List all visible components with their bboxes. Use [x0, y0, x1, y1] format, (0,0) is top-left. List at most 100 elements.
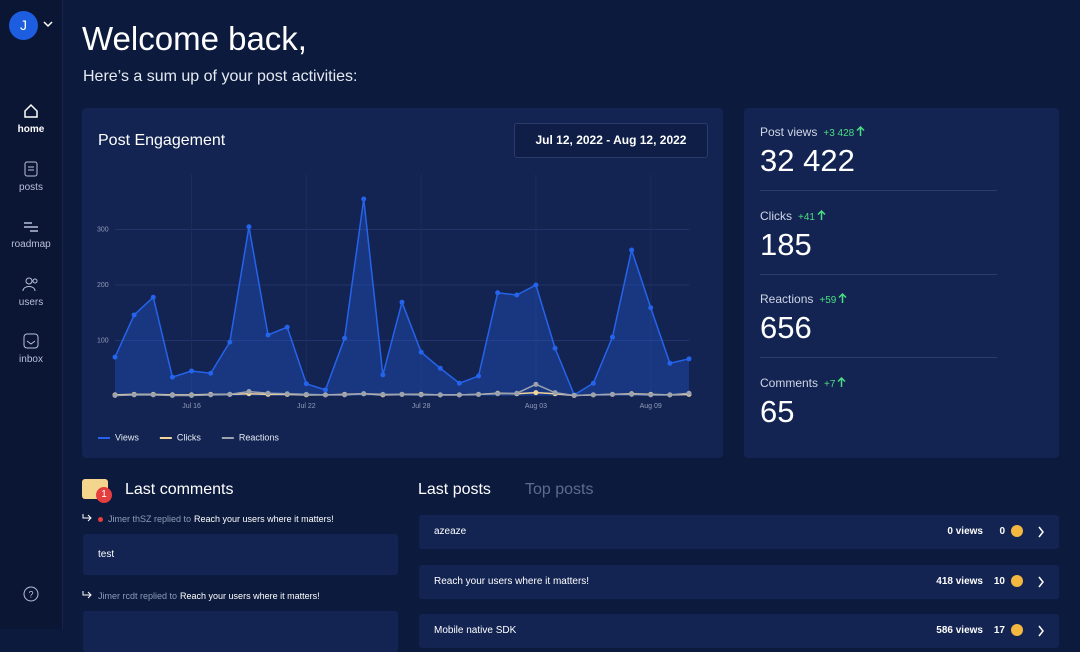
point — [284, 391, 290, 397]
stat-header: Clicks +41 — [760, 207, 826, 225]
post-row[interactable]: Reach your users where it matters! 418 vi… — [419, 564, 1059, 599]
y-tick-label: 300 — [97, 226, 109, 233]
point — [686, 390, 692, 396]
chevron — [1037, 625, 1045, 640]
point — [590, 392, 596, 398]
point — [208, 392, 214, 398]
divider — [760, 190, 997, 191]
point — [533, 282, 539, 288]
comment-post[interactable]: Reach your users where it matters! — [194, 514, 334, 524]
point — [380, 372, 386, 378]
post-row[interactable]: azeaze 0 views 0 — [419, 515, 1059, 549]
comment-meta: Jimer thSZ replied to Reach your users wh… — [82, 513, 334, 524]
comment-box: test — [83, 534, 398, 575]
stat-delta: +59 — [819, 295, 837, 306]
x-tick-label: Jul 28 — [412, 403, 431, 410]
stat-value: 32 422 — [760, 143, 855, 178]
icon — [24, 222, 38, 232]
svg-text:?: ? — [28, 589, 33, 599]
icon — [24, 103, 38, 118]
point — [150, 294, 156, 300]
x-tick-label: Jul 22 — [297, 403, 316, 410]
post-views: 418 views — [936, 575, 983, 587]
reply-arrow — [82, 514, 92, 522]
post-reactions: 10 — [993, 575, 1005, 587]
comment-text: test — [98, 549, 115, 560]
nav-item[interactable]: inbox — [19, 354, 43, 365]
stat: Reactions +59 656 — [760, 290, 847, 346]
post-views: 0 views — [947, 526, 983, 537]
chevron — [1037, 576, 1045, 591]
stat: Clicks +41 185 — [760, 207, 826, 263]
point — [265, 332, 271, 338]
point — [609, 391, 615, 397]
point — [265, 390, 271, 396]
nav-item[interactable]: users — [18, 296, 44, 308]
stat: Comments +7 65 — [760, 374, 846, 430]
welcome-subtitle: Here’s a sum up of your post activities: — [83, 68, 358, 85]
y-tick-label: 100 — [97, 337, 109, 344]
badge: 1 — [96, 487, 112, 503]
point — [361, 391, 367, 397]
point — [112, 354, 118, 360]
point — [552, 345, 558, 351]
chevron-icon — [1038, 625, 1044, 637]
point — [112, 392, 118, 398]
point — [629, 391, 635, 397]
stat-header: Comments +7 — [760, 374, 846, 392]
comment-author: Jimer rcdt replied to — [98, 591, 178, 601]
posts-tab[interactable]: Top posts — [525, 481, 594, 498]
arrow-icon — [838, 292, 847, 303]
post-reactions: 17 — [993, 625, 1005, 636]
avatar[interactable]: J — [9, 11, 38, 40]
help-icon[interactable]: ? — [22, 585, 40, 603]
legend-label: Reactions — [239, 432, 280, 442]
point — [189, 392, 195, 398]
x-tick-label: Jul 16 — [182, 403, 201, 410]
stat-value: 656 — [760, 310, 812, 345]
x-tick-label: Aug 09 — [640, 403, 662, 410]
point — [227, 339, 233, 345]
stat-label: Clicks — [760, 208, 792, 223]
posts-tab[interactable]: Last posts — [418, 481, 491, 498]
point — [667, 360, 673, 366]
point — [533, 390, 539, 396]
comments-title: Last comments — [125, 481, 234, 498]
post-row[interactable]: Mobile native SDK 586 views 17 — [419, 614, 1059, 648]
point — [246, 389, 252, 395]
point — [418, 349, 424, 355]
point — [361, 196, 367, 202]
point — [514, 292, 520, 298]
icon — [24, 161, 38, 176]
stats-panel: Post views +3 428 32 422 Clicks +41 185 Reacti… — [744, 108, 1059, 458]
legend-label: Views — [115, 432, 139, 442]
point — [533, 381, 539, 387]
stat-label: Reactions — [760, 292, 814, 306]
comment-meta: Jimer rcdt replied to Reach your users wh… — [82, 590, 320, 601]
point — [189, 368, 195, 374]
arrow-icon — [856, 125, 865, 136]
point — [456, 392, 462, 398]
point — [495, 290, 501, 296]
nav-item[interactable]: posts — [19, 181, 43, 193]
comment-post[interactable]: Reach your users where it matters! — [180, 591, 320, 601]
point — [476, 391, 482, 397]
point — [418, 392, 424, 398]
arrow-icon — [817, 209, 826, 220]
point — [590, 380, 596, 386]
post-views: 586 views — [936, 625, 983, 636]
point — [380, 391, 386, 397]
date-range[interactable]: Jul 12, 2022 - Aug 12, 2022 — [514, 123, 708, 158]
point — [399, 299, 405, 305]
nav-item[interactable]: home — [17, 124, 45, 135]
clap-icon — [1011, 624, 1023, 636]
point — [303, 381, 309, 387]
stat: Post views +3 428 32 422 — [760, 123, 865, 179]
post-title: Mobile native SDK — [434, 625, 517, 636]
point — [150, 392, 156, 398]
point — [169, 392, 175, 398]
nav-item[interactable]: roadmap — [11, 239, 51, 250]
point — [131, 392, 137, 398]
x-tick-label: Aug 03 — [525, 403, 547, 410]
stat-delta: +7 — [824, 378, 836, 390]
